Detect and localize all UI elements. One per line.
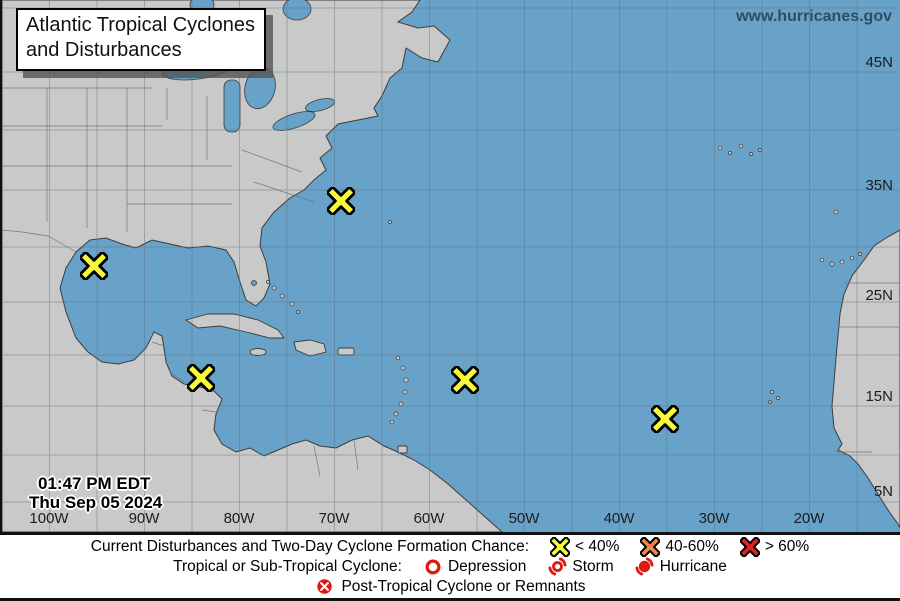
hurricane-icon: [635, 557, 655, 577]
legend-item-low-chance: < 40%: [550, 536, 620, 557]
lon-label-30w: 30W: [698, 510, 730, 527]
disturbance-marker-yellow-x[interactable]: [80, 252, 108, 280]
map-title: Atlantic Tropical Cyclones and Disturban…: [16, 8, 266, 71]
legend-item-hurricane: Hurricane: [635, 557, 727, 577]
legend: Current Disturbances and Two-Day Cyclone…: [0, 535, 900, 598]
disturbance-marker-yellow-x[interactable]: [327, 187, 355, 215]
legend-storm-label: Storm: [572, 557, 614, 575]
disturbance-marker-yellow-x[interactable]: [651, 405, 679, 433]
lat-label-25n: 25N: [865, 287, 893, 304]
legend-line3-label: Post-Tropical Cyclone or Remnants: [341, 577, 586, 595]
lon-label-100w: 100W: [29, 510, 69, 527]
legend-item-storm: Storm: [547, 557, 614, 577]
storm-icon: [547, 557, 567, 577]
borders: [2, 87, 900, 477]
lon-label-60w: 60W: [413, 510, 445, 527]
lat-label-15n: 15N: [865, 388, 893, 405]
lat-label-35n: 35N: [865, 177, 893, 194]
legend-row-post-tropical: Post-Tropical Cyclone or Remnants: [314, 577, 586, 597]
map-title-line1: Atlantic Tropical Cyclones: [26, 14, 255, 36]
atlantic-outlook-map: 45N 35N 25N 15N 5N 100W 90W 80W 70W 60W …: [0, 0, 900, 535]
red-x-icon: [739, 536, 760, 557]
basemap: [2, 0, 900, 532]
caribbean-islands: [184, 313, 408, 454]
bottom-border-bar: [0, 598, 900, 601]
africa-landmass: [831, 229, 900, 529]
lon-label-50w: 50W: [508, 510, 540, 527]
legend-hurricane-label: Hurricane: [659, 557, 727, 575]
legend-depression-label: Depression: [447, 557, 527, 575]
legend-line2-label: Tropical or Sub-Tropical Cyclone:: [173, 557, 402, 575]
lon-label-90w: 90W: [128, 510, 160, 527]
legend-item-depression: Depression: [423, 557, 526, 577]
lat-label-45n: 45N: [865, 54, 893, 71]
legend-low-chance-label: < 40%: [575, 537, 620, 555]
small-islands: [266, 143, 862, 425]
legend-item-high-chance: > 60%: [739, 536, 810, 557]
post-tropical-icon: [314, 577, 334, 597]
lon-label-40w: 40W: [603, 510, 635, 527]
timestamp-date: Thu Sep 05 2024: [29, 493, 163, 512]
yellow-x-icon: [550, 536, 570, 557]
map-title-line2: and Disturbances: [26, 39, 182, 61]
legend-row-cyclones: Tropical or Sub-Tropical Cyclone: Depres…: [173, 557, 727, 576]
orange-x-icon: [640, 536, 661, 557]
disturbance-marker-yellow-x[interactable]: [187, 364, 215, 392]
legend-item-med-chance: 40-60%: [640, 536, 719, 557]
legend-line1-label: Current Disturbances and Two-Day Cyclone…: [90, 537, 529, 555]
legend-high-chance-label: > 60%: [764, 537, 810, 555]
timestamp-time: 01:47 PM EDT: [38, 474, 151, 493]
depression-icon: [423, 557, 443, 577]
legend-med-chance-label: 40-60%: [665, 537, 719, 555]
legend-row-disturbances: Current Disturbances and Two-Day Cyclone…: [90, 536, 810, 557]
lat-label-5n: 5N: [873, 483, 893, 500]
disturbance-marker-yellow-x[interactable]: [451, 366, 479, 394]
website-link[interactable]: www.hurricanes.gov: [736, 8, 892, 25]
lon-label-80w: 80W: [223, 510, 255, 527]
lon-label-70w: 70W: [318, 510, 350, 527]
lon-label-20w: 20W: [793, 510, 825, 527]
